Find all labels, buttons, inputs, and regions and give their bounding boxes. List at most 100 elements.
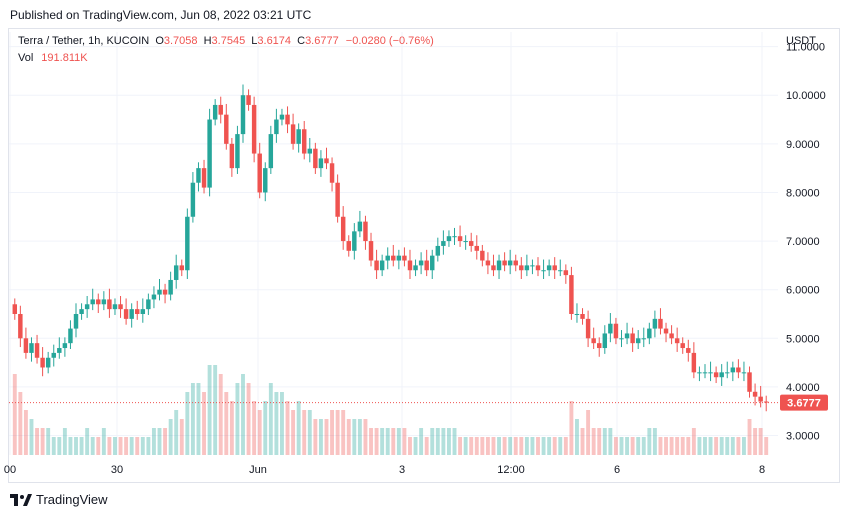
- candle-body: [552, 265, 557, 271]
- volume-bar: [229, 401, 234, 455]
- candle-body: [502, 260, 507, 266]
- volume-bar: [519, 437, 524, 455]
- volume-bar: [424, 437, 429, 455]
- volume-bar: [630, 437, 635, 455]
- candle-body: [569, 275, 574, 314]
- candle-body: [73, 314, 79, 329]
- volume-bar: [602, 428, 607, 455]
- volume-bar: [708, 437, 713, 455]
- volume-bar: [207, 365, 212, 455]
- volume-bar: [474, 437, 479, 455]
- volume-bar: [185, 392, 190, 455]
- candle-body: [229, 143, 235, 169]
- x-tick-label: 3: [399, 464, 405, 476]
- candle-body: [602, 333, 608, 349]
- volume-bar: [658, 437, 663, 455]
- volume-bar: [552, 437, 557, 455]
- volume-bar: [558, 437, 563, 455]
- volume-bar: [446, 428, 451, 455]
- candle-body: [725, 372, 730, 374]
- volume-bar: [369, 428, 373, 455]
- volume-bar: [747, 419, 752, 455]
- candle-body: [12, 304, 18, 314]
- volume-bar: [302, 410, 307, 455]
- volume-bar: [23, 410, 28, 455]
- volume-bar: [168, 419, 173, 455]
- candle-body: [123, 309, 129, 319]
- y-tick-label: 9.0000: [786, 139, 820, 151]
- candle-body: [480, 250, 485, 261]
- volume-bar: [675, 437, 680, 455]
- volume-bar: [51, 437, 56, 455]
- volume-bar: [335, 410, 340, 455]
- volume-bar: [280, 392, 284, 455]
- x-tick-label: Jun: [249, 464, 267, 476]
- volume-bar: [613, 437, 618, 455]
- candle-body: [313, 148, 318, 169]
- close-value: 3.6777: [305, 35, 339, 47]
- y-tick-label: 10.0000: [786, 90, 826, 102]
- volume-bar: [719, 437, 724, 455]
- volume-bar: [575, 419, 579, 455]
- candle-body: [263, 168, 268, 193]
- volume-bar: [18, 392, 23, 455]
- candle-body: [452, 236, 457, 238]
- candle-body: [385, 255, 390, 261]
- candle-body: [619, 338, 624, 340]
- symbol-label[interactable]: Terra / Tether, 1h, KUCOIN: [18, 35, 150, 47]
- volume-bar: [652, 428, 657, 455]
- candle-body: [686, 348, 691, 353]
- volume-bar: [241, 374, 245, 455]
- close-label: C: [297, 35, 306, 47]
- candle-body: [29, 343, 34, 353]
- volume-bar: [524, 437, 529, 455]
- volume-bar: [580, 428, 585, 455]
- candle-body: [719, 372, 724, 378]
- volume-bar: [469, 437, 474, 455]
- candle-body: [162, 289, 168, 295]
- candle-body: [307, 148, 313, 154]
- volume-bar: [569, 401, 574, 455]
- candle-body: [430, 255, 435, 271]
- candle-body: [235, 134, 240, 169]
- volume-bar: [491, 437, 496, 455]
- volume-bar: [669, 437, 674, 455]
- volume-bar: [35, 428, 39, 455]
- tradingview-brand[interactable]: TradingView: [36, 492, 108, 507]
- volume-bar: [74, 437, 78, 455]
- candle-body: [240, 95, 246, 135]
- candle-body: [691, 352, 697, 373]
- candle-body: [151, 294, 157, 300]
- candle-body: [708, 372, 713, 374]
- candle-body: [118, 304, 123, 310]
- candle-body: [418, 260, 424, 266]
- candle-body: [324, 158, 329, 164]
- volume-bar: [730, 437, 735, 455]
- candle-body: [329, 163, 335, 183]
- volume-bar: [291, 410, 296, 455]
- candle-body: [274, 119, 279, 135]
- candle-body: [379, 260, 385, 271]
- candle-body: [435, 245, 441, 256]
- candle-body: [107, 299, 112, 310]
- candle-body: [84, 304, 90, 310]
- volume-bar: [96, 437, 101, 455]
- candle-body: [496, 260, 502, 271]
- volume-bar: [536, 437, 540, 455]
- candle-body: [741, 372, 747, 374]
- candle-body: [346, 241, 351, 251]
- candle-body: [463, 241, 468, 243]
- candle-body: [218, 104, 223, 115]
- volume-bar: [686, 437, 691, 455]
- volume-bar: [641, 437, 646, 455]
- candle-body: [441, 241, 446, 246]
- volume-bar: [40, 428, 45, 455]
- candle-body: [257, 153, 262, 193]
- volume-bar: [458, 437, 463, 455]
- candle-body: [641, 338, 646, 340]
- candle-body: [680, 343, 685, 349]
- candle-body: [101, 299, 107, 305]
- volume-bar: [135, 437, 140, 455]
- candle-body: [268, 134, 274, 169]
